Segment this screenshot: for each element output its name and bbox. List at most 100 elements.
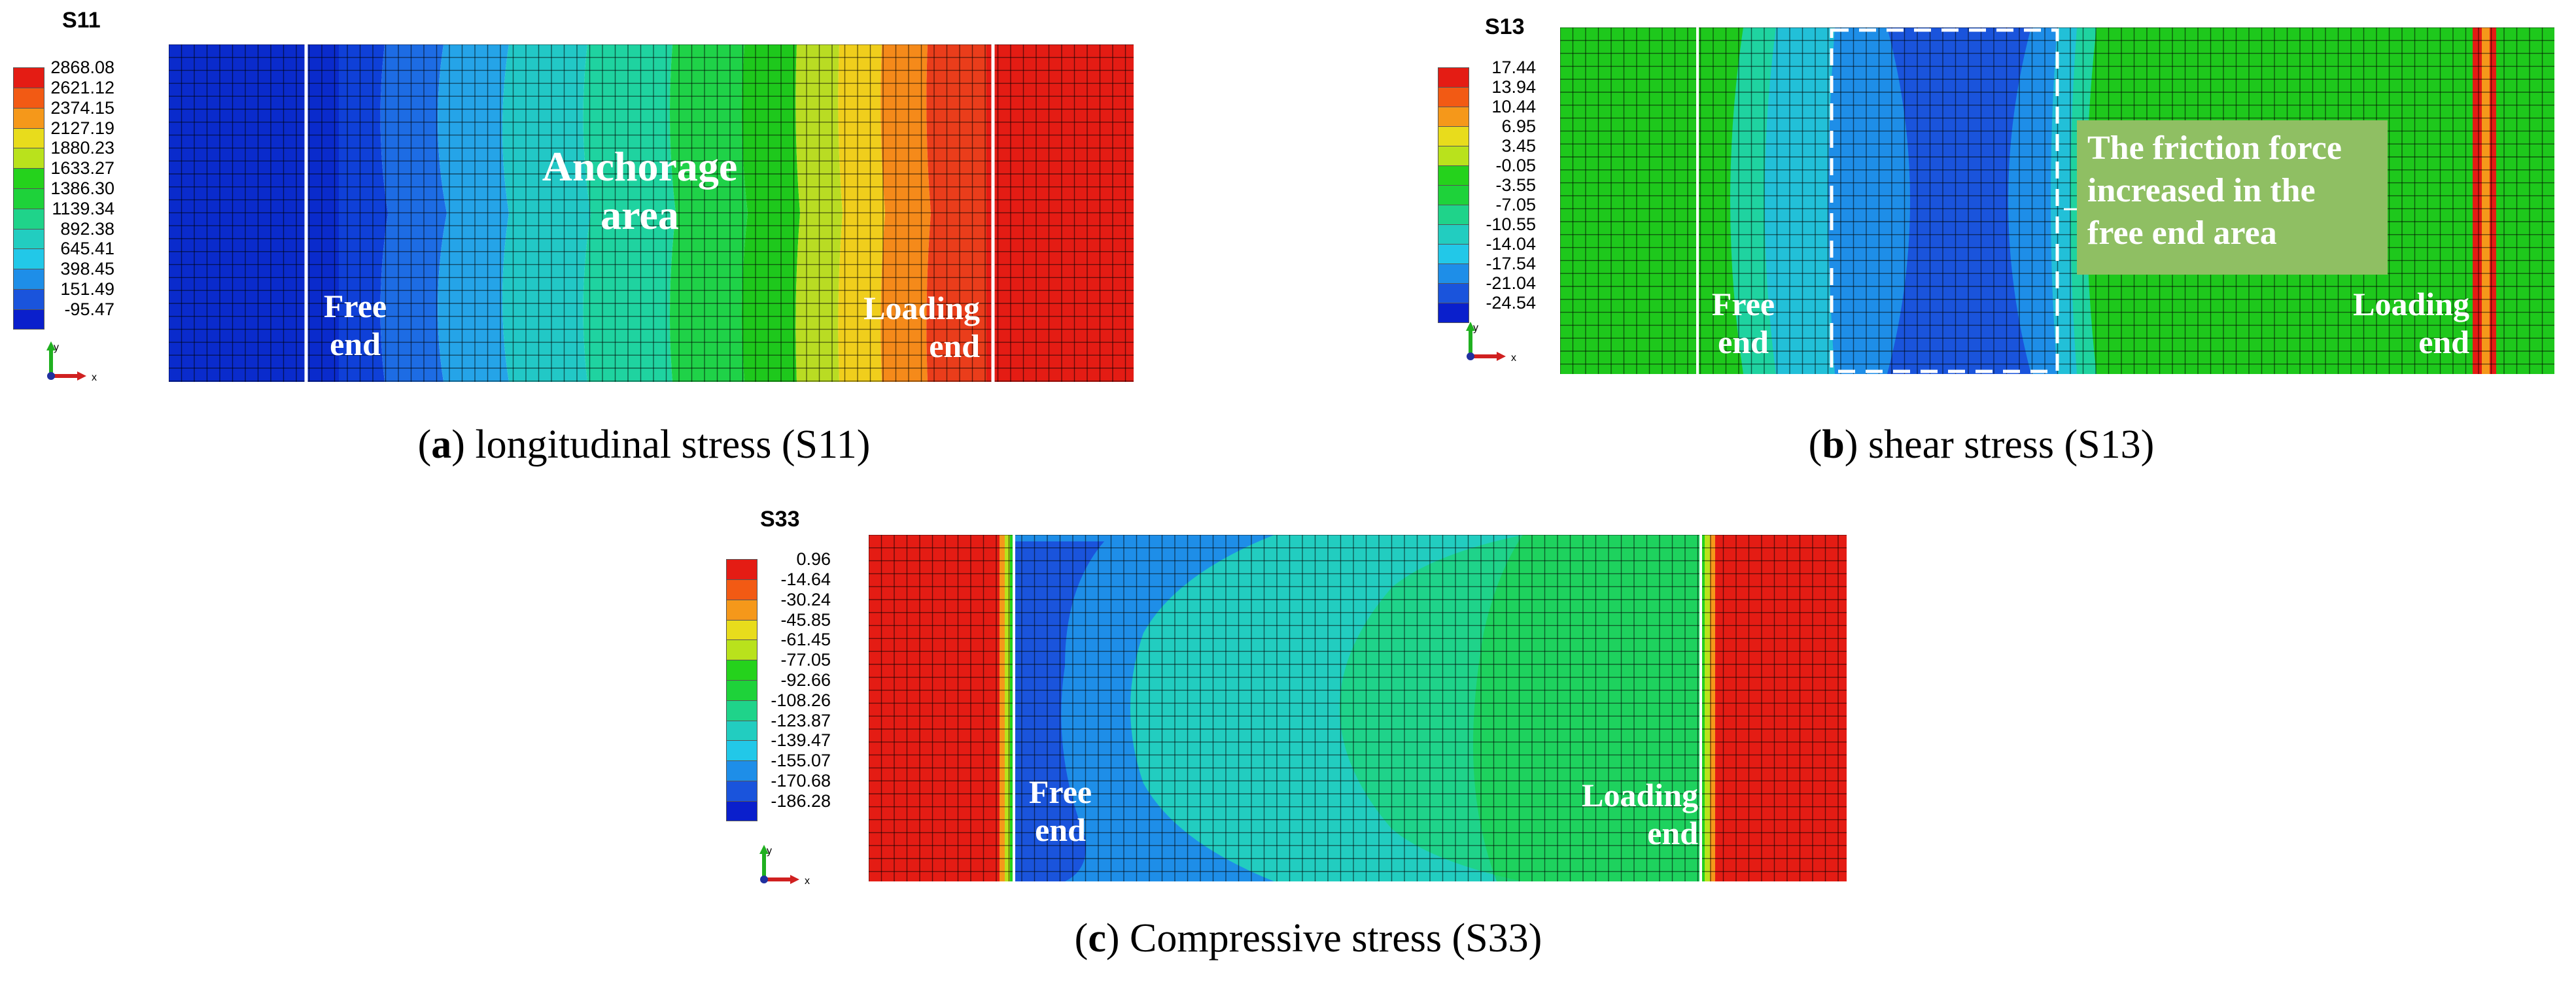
- legend-value: 13.94: [1491, 77, 1536, 97]
- legend-swatch: [1438, 205, 1469, 225]
- s33-band-yellow-right: [1705, 535, 1710, 881]
- anchorage-area-label: Anchorage area: [522, 143, 757, 239]
- axis-x-label: x: [805, 876, 810, 887]
- s33-band-orange-left: [1000, 535, 1005, 881]
- loading-end-line-2: end: [2418, 323, 2469, 360]
- legend-swatch: [726, 720, 757, 741]
- legend-swatch: [1438, 126, 1469, 146]
- legend-value: 6.95: [1501, 116, 1536, 136]
- legend-value: 398.45: [60, 259, 114, 279]
- loading-end-label-b: Loading end: [2306, 286, 2469, 361]
- legend-swatch: [1438, 165, 1469, 186]
- loading-end-line-1: Loading: [2353, 286, 2469, 322]
- loading-end-line-2: end: [1647, 814, 1698, 851]
- axis-y-label: y: [54, 342, 59, 353]
- legend-value: -24.54: [1486, 293, 1536, 313]
- legend-value: 2374.15: [50, 97, 114, 118]
- callout-line-3: free end area: [2087, 214, 2277, 252]
- legend-value: -170.68: [771, 770, 831, 791]
- legend-value: -92.66: [780, 670, 831, 690]
- legend-swatch: [726, 680, 757, 701]
- callout-line-1: The friction force: [2087, 129, 2342, 167]
- axis-triad-icon: y x: [1466, 322, 1516, 364]
- legend-swatch: [726, 800, 757, 822]
- legend-value: 151.49: [60, 279, 114, 299]
- free-end-line-1: Free: [323, 288, 387, 324]
- legend-swatch: [13, 248, 44, 270]
- legend-value: 1880.23: [50, 138, 114, 158]
- free-end-line-2: end: [1718, 323, 1769, 360]
- legend-s33: 0.96 -14.64 -30.24 -45.85 -61.45 -77.05 -92.66…: [726, 549, 831, 822]
- legend-value: 2868.08: [50, 58, 114, 78]
- contour-plot-s13: Free end Loading end: [1560, 27, 2554, 374]
- free-end-line-1: Free: [1028, 774, 1092, 810]
- axis-triad-b: y x: [1464, 320, 1536, 376]
- legend-swatch: [1438, 264, 1469, 284]
- loading-end-line-1: Loading: [1582, 777, 1698, 813]
- axis-y-label: y: [767, 845, 772, 857]
- legend-swatch: [726, 660, 757, 681]
- legend-swatch: [13, 228, 44, 250]
- axis-triad-a: y x: [44, 340, 116, 396]
- legend-title-s33: S33: [760, 507, 800, 532]
- caption-c: (c) Compressive stress (S33): [1074, 916, 1542, 961]
- axis-y-label: y: [1473, 322, 1478, 333]
- legend-title-s13: S13: [1485, 14, 1525, 39]
- panel-c: S33 0.96 -14.64 -30.24 -45.85 -61.45 -77.05 -9…: [687, 497, 1930, 988]
- legend-swatch: [726, 599, 757, 621]
- s33-band-red-right: [1715, 535, 1847, 881]
- legend-swatch: [1438, 244, 1469, 264]
- legend-swatch: [13, 208, 44, 230]
- legend-swatch: [1438, 67, 1469, 88]
- legend-swatch: [13, 67, 44, 89]
- s13-band-orange-stripe: [2482, 27, 2490, 374]
- caption-letter-c: c: [1088, 916, 1106, 961]
- legend-value: 0.96: [796, 549, 831, 570]
- legend-value: -14.04: [1486, 234, 1536, 254]
- free-end-label-b: Free end: [1701, 286, 1786, 361]
- loading-end-line-1: Loading: [863, 290, 980, 326]
- legend-swatch: [13, 107, 44, 129]
- anchorage-line-2: area: [600, 191, 679, 238]
- legend-swatch: [726, 700, 757, 721]
- legend-value: -108.26: [771, 690, 831, 710]
- legend-value: 645.41: [60, 239, 114, 259]
- legend-value: -3.55: [1495, 175, 1536, 195]
- mesh-grid-c: [869, 535, 1847, 881]
- legend-value: 2621.12: [50, 78, 114, 98]
- legend-swatch: [726, 639, 757, 661]
- legend-swatch: [726, 619, 757, 641]
- caption-letter-b: b: [1822, 422, 1845, 467]
- s13-band-red-stripe-2: [2490, 27, 2496, 374]
- legend-value: -155.07: [771, 751, 831, 771]
- free-end-label-a: Free end: [309, 288, 401, 363]
- legend-value: -21.04: [1486, 273, 1536, 293]
- loading-end-label-c: Loading end: [1529, 777, 1698, 852]
- caption-text-a: longitudinal stress (S11): [464, 422, 871, 467]
- caption-a: (a) longitudinal stress (S11): [417, 422, 871, 467]
- legend-swatch: [13, 188, 44, 209]
- panel-b: S13 17.44 13.94 10.44 6.95 3.45 -0.05 -3.55 -7.…: [1387, 0, 2576, 494]
- legend-swatch: [726, 559, 757, 581]
- legend-value: -77.05: [780, 650, 831, 670]
- legend-swatch: [1438, 146, 1469, 166]
- s33-band-yellow-left: [1005, 535, 1010, 881]
- legend-swatch: [726, 760, 757, 781]
- free-end-line-2: end: [1035, 811, 1086, 848]
- legend-swatch: [13, 168, 44, 189]
- contour-plot-s33: Free end Loading end: [869, 535, 1847, 881]
- legend-swatch: [13, 88, 44, 109]
- caption-b: (b) shear stress (S13): [1808, 422, 2155, 467]
- s33-band-red-left: [869, 535, 1000, 881]
- legend-value: 1386.30: [50, 179, 114, 198]
- legend-swatch: [1438, 185, 1469, 205]
- free-end-line-2: end: [330, 325, 381, 362]
- legend-value: -186.28: [771, 791, 831, 811]
- panel-a: S11 2868.08 2621.12 2374.15 2127.19 1880.23 1…: [0, 0, 1288, 494]
- legend-value: -139.47: [771, 730, 831, 751]
- legend-value: 10.44: [1491, 97, 1536, 116]
- mesh-grid-a: [169, 44, 1134, 382]
- legend-title-s11: S11: [62, 8, 101, 33]
- legend-value: 1139.34: [52, 198, 114, 218]
- legend-swatch: [13, 148, 44, 169]
